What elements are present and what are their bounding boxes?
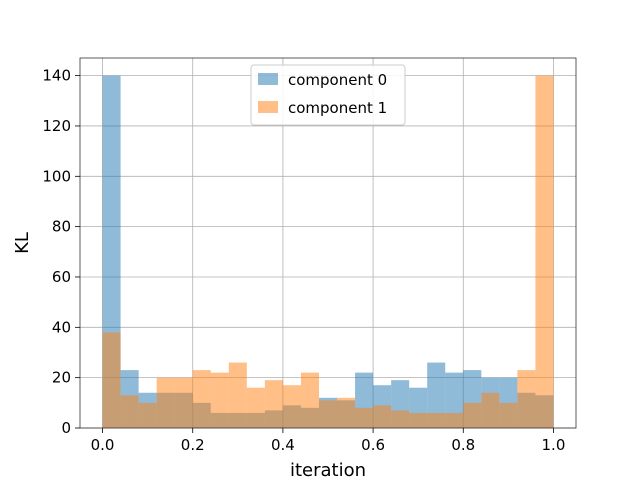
histogram-bar-component-1 <box>264 380 283 428</box>
legend-box <box>250 64 406 126</box>
x-tick-label: 0.0 <box>91 436 115 454</box>
legend: component 0 component 1 <box>250 64 406 126</box>
y-tick-label: 100 <box>42 167 71 185</box>
histogram-bar-component-1 <box>535 75 554 428</box>
histogram-bar-component-1 <box>282 385 301 428</box>
legend-swatch-component-1 <box>258 101 278 113</box>
histogram-bar-component-1 <box>138 402 157 428</box>
legend-swatch-component-0 <box>258 73 278 85</box>
y-tick-label: 80 <box>52 218 71 236</box>
y-tick-label: 0 <box>61 419 71 437</box>
x-tick-label: 1.0 <box>542 436 566 454</box>
histogram-bars <box>102 75 554 428</box>
histogram-bar-component-0 <box>427 362 446 428</box>
histogram-bar-component-1 <box>318 400 338 428</box>
legend-label-component-1: component 1 <box>288 99 387 117</box>
x-tick-label: 0.2 <box>181 436 205 454</box>
histogram-bar-component-1 <box>499 402 518 428</box>
histogram-bar-component-1 <box>210 372 229 428</box>
histogram-bar-component-1 <box>228 362 247 428</box>
histogram-bar-component-1 <box>463 402 482 428</box>
x-tick-label: 0.6 <box>361 436 385 454</box>
histogram-bar-component-1 <box>427 412 446 428</box>
histogram-bar-component-1 <box>120 395 139 428</box>
histogram-bar-component-1 <box>156 377 175 428</box>
histogram-bar-component-1 <box>481 392 500 428</box>
histogram-bar-component-1 <box>409 412 428 428</box>
plot-frame <box>79 57 577 429</box>
histogram-bar-component-1 <box>337 397 356 428</box>
axis-ticks: 0.0 0.2 0.4 0.6 0.8 1.0 0 20 40 60 80 100 120 140 <box>42 67 565 454</box>
x-tick-label: 0.8 <box>451 436 475 454</box>
histogram-bar-component-1 <box>246 387 265 428</box>
histogram-bar-component-1 <box>445 412 464 428</box>
y-tick-label: 20 <box>52 369 71 387</box>
legend-label-component-0: component 0 <box>288 71 387 89</box>
y-tick-label: 120 <box>42 117 71 135</box>
y-tick-label: 60 <box>52 268 71 286</box>
histogram-bar-component-1 <box>174 377 193 428</box>
histogram-bar-component-1 <box>102 332 121 428</box>
histogram-bar-component-1 <box>355 407 374 428</box>
histogram-bar-component-1 <box>192 370 211 428</box>
histogram-bar-component-1 <box>517 370 536 428</box>
x-axis-title: iteration <box>290 460 366 480</box>
histogram-bar-component-1 <box>391 410 410 428</box>
histogram-bar-component-1 <box>300 372 319 428</box>
y-tick-label: 140 <box>42 67 71 85</box>
x-tick-label: 0.4 <box>271 436 295 454</box>
histogram-bar-component-1 <box>373 405 392 428</box>
y-axis-title: KL <box>12 232 33 254</box>
y-tick-label: 40 <box>52 318 71 336</box>
